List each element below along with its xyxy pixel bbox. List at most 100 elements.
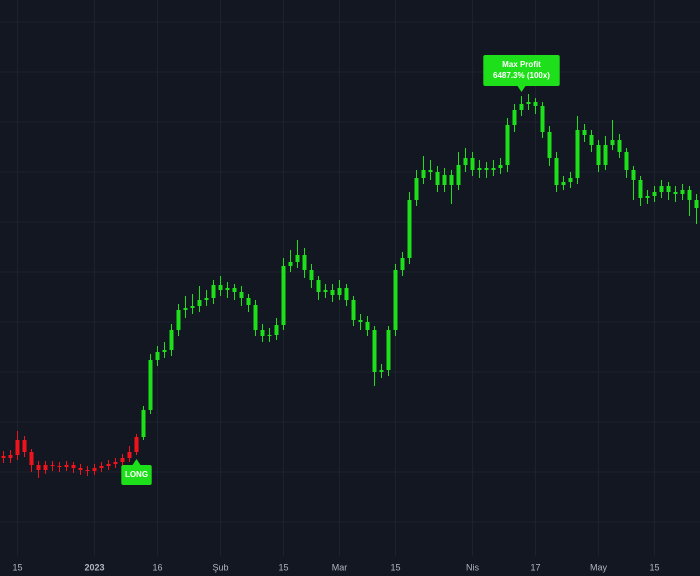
candle-body [463,158,468,165]
candle-body [407,200,412,258]
candle-body [610,140,615,145]
candle-body [428,170,433,172]
candle-body [43,465,48,470]
candle-body [253,305,258,330]
candle-body [302,255,307,270]
candle-body [400,258,405,270]
candle-body [176,310,181,330]
candle-body [281,266,286,325]
candle-body [414,178,419,200]
candle-body [358,320,363,322]
candle-body [568,178,573,182]
candle-body [120,458,125,462]
candle-body [505,125,510,165]
candle-body [92,468,97,471]
candle-body [267,335,272,336]
candle-body [631,170,636,180]
candle-body [603,145,608,165]
candle-body [85,470,90,471]
annotation-arrow [132,459,141,465]
x-tick-label: 15 [649,562,659,572]
candle-body [666,186,671,192]
x-tick-label: 15 [278,562,288,572]
candle-body [22,440,27,452]
candle-body [1,456,6,458]
x-tick-label: 2023 [84,562,104,572]
candle-body [232,288,237,292]
candle-body [526,102,531,104]
candle-body [239,292,244,298]
grid [0,0,700,556]
annotation: Max Profit 6487.3% (100x) [483,55,560,92]
candle-body [519,104,524,110]
candle-body [421,170,426,178]
candle-body [141,410,146,437]
candle-body [330,290,335,295]
candle-body [638,180,643,198]
candle-body [673,192,678,194]
candle-body [134,437,139,452]
annotation-box [483,55,560,86]
candle-body [575,130,580,178]
candle-body [113,462,118,464]
candle-body [218,285,223,290]
annotation-text: Max Profit [502,60,541,69]
candle-body [344,288,349,300]
annotation-box [121,465,152,485]
candle-body [225,288,230,290]
candle-body [309,270,314,280]
candle-body [498,165,503,168]
x-tick-label: 16 [152,562,162,572]
candle-body [8,455,13,458]
candle-body [449,175,454,185]
candle-body [274,325,279,335]
candle-body [169,330,174,350]
candle-body [64,465,69,467]
candle-body [694,200,699,208]
candle-body [295,255,300,262]
candle-body [99,466,104,468]
candle-body [29,452,34,465]
candle-body [204,298,209,300]
candle-body [540,106,545,132]
candle-body [554,158,559,185]
candle-body [183,308,188,310]
candle-body [78,468,83,470]
candle-body [624,152,629,170]
candle-body [680,190,685,194]
candle-body [470,158,475,170]
candle-body [477,168,482,170]
candle-body [190,306,195,308]
x-tick-label: Şub [212,562,228,572]
x-tick-label: 17 [530,562,540,572]
annotation: LONG [121,459,152,485]
candle-body [365,322,370,330]
candle-body [50,465,55,466]
candle-body [162,350,167,352]
candle-body [442,175,447,185]
candle-body [512,110,517,125]
x-tick-label: Nis [466,562,479,572]
candle-body [484,168,489,170]
annotation-text: LONG [125,470,148,479]
candle-body [617,140,622,152]
candle-body [351,300,356,320]
candle-body [435,172,440,185]
candle-body [379,370,384,372]
candle-body [589,135,594,145]
x-tick-label: 15 [390,562,400,572]
candle-body [456,165,461,185]
annotation-text: 6487.3% (100x) [493,71,550,80]
annotation-arrow [517,86,526,92]
candle-body [561,182,566,185]
candle-body [36,465,41,470]
candle-body [260,330,265,336]
candle-body [547,132,552,158]
candle-body [71,465,76,468]
candle-body [337,288,342,295]
candle-body [57,466,62,467]
candle-body [652,192,657,196]
candle-body [393,270,398,330]
candle-body [211,285,216,298]
